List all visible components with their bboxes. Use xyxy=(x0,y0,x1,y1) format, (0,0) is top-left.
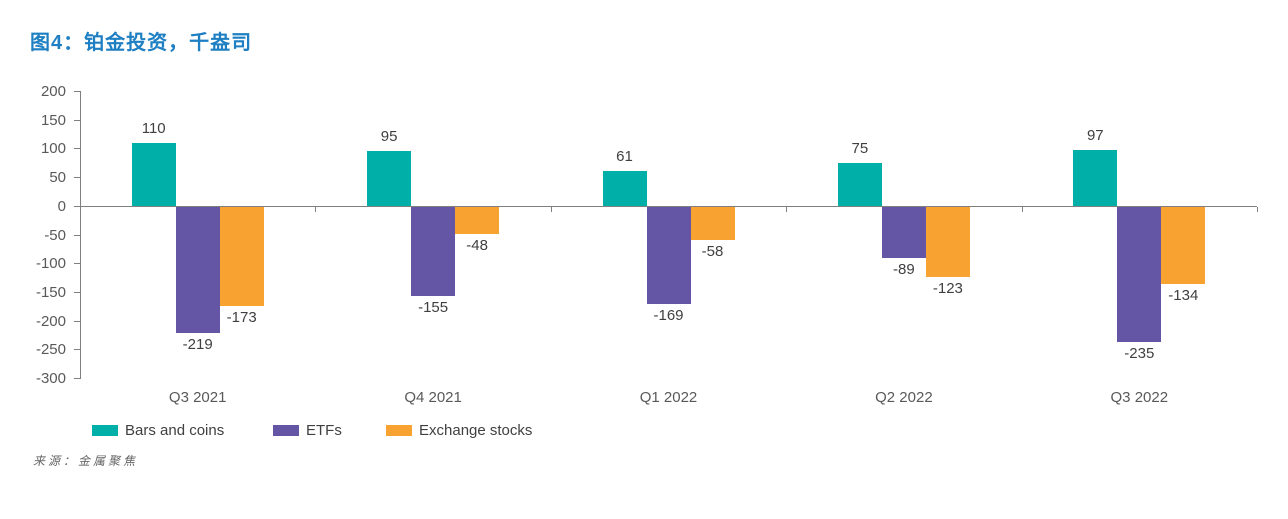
y-tick xyxy=(74,234,80,236)
bar-etfs xyxy=(1117,206,1162,342)
bar-etfs xyxy=(881,206,926,258)
value-label: 95 xyxy=(380,128,398,146)
legend-item: Bars and coins xyxy=(92,422,224,439)
bar-exchange-stocks xyxy=(455,206,500,235)
y-tick-label: -300 xyxy=(35,370,66,387)
value-label: 75 xyxy=(851,139,869,157)
value-label: -123 xyxy=(932,280,963,298)
x-category-label: Q4 2021 xyxy=(404,389,462,406)
bar-exchange-stocks xyxy=(219,206,264,307)
y-tick-label: -250 xyxy=(35,341,66,359)
legend-item: ETFs xyxy=(273,422,342,439)
x-tick xyxy=(786,206,788,212)
value-label: 110 xyxy=(141,119,166,137)
y-tick-label: 100 xyxy=(40,140,66,158)
value-label: -134 xyxy=(1168,286,1199,304)
y-tick-label: -150 xyxy=(35,283,66,301)
value-label: -89 xyxy=(893,260,915,278)
y-axis-line xyxy=(80,91,81,379)
legend-label: Exchange stocks xyxy=(419,422,533,439)
bar-exchange-stocks xyxy=(1161,206,1206,284)
x-category-label: Q1 2022 xyxy=(639,389,698,406)
value-label: -48 xyxy=(466,237,488,255)
bar-exchange-stocks xyxy=(925,206,970,278)
value-label: -155 xyxy=(418,298,449,316)
value-label: -169 xyxy=(653,306,684,324)
value-label: 61 xyxy=(616,147,633,165)
value-label: -58 xyxy=(701,243,724,261)
legend-swatch-exchange-stocks xyxy=(386,425,412,436)
legend-swatch-etfs xyxy=(273,425,299,436)
y-tick xyxy=(74,91,80,92)
bar-etfs xyxy=(646,206,691,304)
x-category-label: Q2 2022 xyxy=(875,389,933,406)
bar-bars-and-coins xyxy=(131,142,176,206)
legend-label: Bars and coins xyxy=(125,422,225,439)
y-tick-label: 150 xyxy=(40,111,66,129)
y-tick xyxy=(74,349,80,351)
source-note: 来源：金属聚焦 xyxy=(33,454,139,468)
value-label: -219 xyxy=(182,335,213,353)
legend-item: Exchange stocks xyxy=(386,422,532,439)
bar-etfs xyxy=(411,206,456,296)
bar-etfs xyxy=(175,206,220,333)
figure-title: 图4：铂金投资，千盎司 xyxy=(30,32,253,54)
y-tick xyxy=(74,177,80,179)
x-tick xyxy=(1021,206,1023,212)
bar-bars-and-coins xyxy=(367,151,412,206)
value-label: 97 xyxy=(1086,127,1104,145)
y-tick xyxy=(74,119,80,121)
legend-label: ETFs xyxy=(306,422,342,439)
y-tick xyxy=(74,320,80,322)
y-tick-label: -200 xyxy=(35,312,66,330)
bar-bars-and-coins xyxy=(837,162,882,206)
y-tick-label: -100 xyxy=(35,255,66,273)
y-tick-label: -50 xyxy=(44,226,66,244)
x-tick xyxy=(1257,206,1258,212)
bar-exchange-stocks xyxy=(690,206,735,241)
bar-bars-and-coins xyxy=(602,170,647,206)
x-tick xyxy=(550,206,552,212)
y-tick xyxy=(74,148,80,150)
x-tick xyxy=(315,206,317,212)
y-tick-label: 0 xyxy=(57,197,66,215)
x-category-label: Q3 2022 xyxy=(1110,389,1169,406)
value-label: -173 xyxy=(226,309,257,327)
y-tick xyxy=(74,205,80,207)
legend-swatch-bars-and-coins xyxy=(92,425,118,436)
y-tick-label: 50 xyxy=(49,169,66,187)
bar-bars-and-coins xyxy=(1073,150,1118,206)
y-tick xyxy=(74,378,80,379)
y-tick xyxy=(74,263,80,265)
y-tick-label: 200 xyxy=(40,83,66,100)
y-tick xyxy=(74,291,80,293)
value-label: -235 xyxy=(1124,344,1155,362)
x-axis-line xyxy=(80,205,1257,207)
x-category-label: Q3 2021 xyxy=(168,389,227,406)
